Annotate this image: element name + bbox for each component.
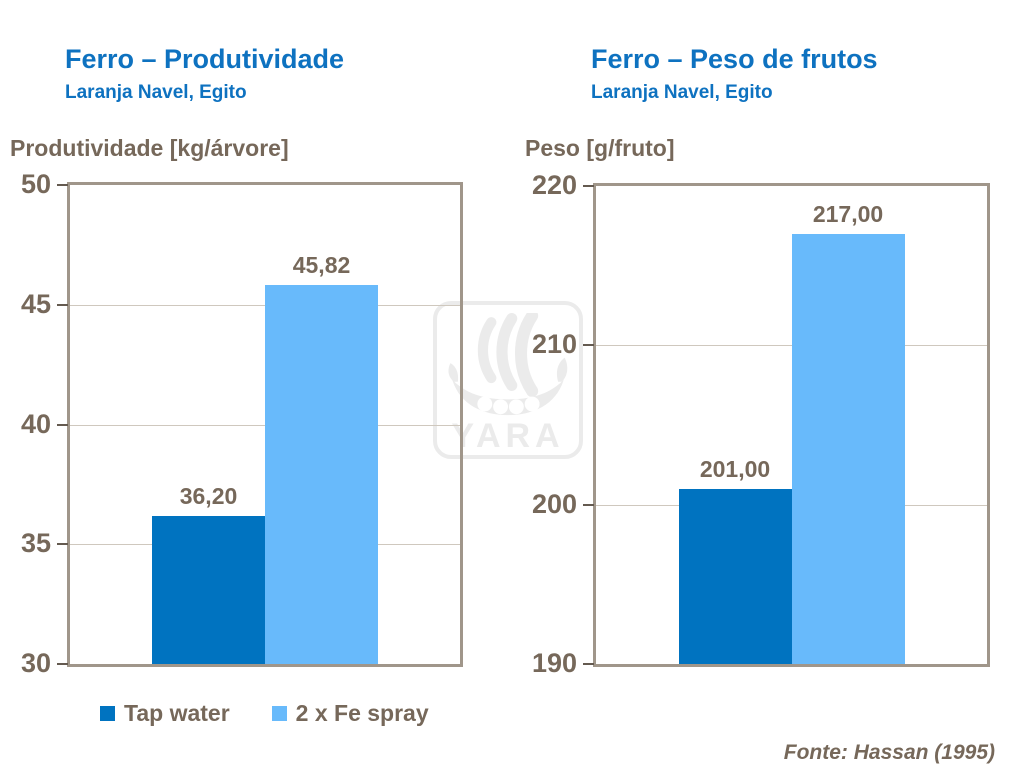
source-note: Fonte: Hassan (1995)	[783, 741, 995, 764]
y-tick-label: 30	[20, 647, 51, 678]
bar-rect: 45,82	[265, 254, 378, 664]
y-tick	[57, 543, 68, 546]
chart-title: Ferro – Produtividade	[65, 44, 345, 74]
y-tick-label: 40	[20, 408, 51, 439]
bars-group: 36,20 45,82	[70, 185, 460, 664]
gridline	[596, 504, 987, 506]
legend-label: Tap water	[124, 699, 230, 726]
chart-subtitle: Laranja Navel, Egito	[65, 82, 247, 103]
y-tick-label: 45	[20, 288, 51, 319]
y-axis-title: Produtividade [kg/árvore]	[10, 135, 289, 161]
plot-area-produtividade: 50 45 40 35 30 36,20 45,82	[21, 170, 463, 676]
viking-ship-icon	[448, 313, 568, 416]
legend-swatch-icon	[271, 705, 287, 721]
plot-area-peso: 220 210 200 190 201,00 217,00	[532, 171, 990, 676]
watermark-text: YARA	[451, 417, 565, 455]
bar-value-label: 217,00	[812, 200, 884, 227]
legend-swatch-icon	[100, 705, 115, 721]
y-tick-label: 50	[20, 168, 51, 199]
bar-tap-water: 36,20	[152, 185, 265, 664]
gridline	[596, 345, 987, 347]
bar-rect: 36,20	[152, 484, 265, 664]
y-tick	[57, 423, 68, 426]
y-tick-label: 35	[20, 528, 51, 559]
legend: Tap water 2 x Fe spray	[100, 699, 429, 727]
y-tick	[57, 663, 68, 665]
gridline	[70, 304, 460, 306]
bar-rect: 217,00	[791, 202, 905, 664]
y-tick-label: 220	[531, 169, 577, 200]
y-tick	[583, 344, 594, 347]
y-tick	[583, 503, 594, 506]
yara-logo-watermark: YARA	[433, 301, 583, 459]
bar-value-label: 36,20	[179, 482, 238, 509]
bar-tap-water: 201,00	[678, 186, 792, 664]
bar-value-label: 201,00	[699, 455, 771, 482]
chart-title: Ferro – Peso de frutos	[591, 44, 878, 74]
y-tick	[583, 185, 594, 187]
y-tick	[57, 184, 68, 186]
legend-item-tap-water: Tap water	[100, 699, 230, 726]
bar-value-label: 45,82	[292, 252, 351, 279]
bar-2-x-fe-spray: 217,00	[791, 186, 905, 664]
chart-subtitle: Laranja Navel, Egito	[591, 82, 773, 103]
gridline	[70, 424, 460, 426]
bar-2-x-fe-spray: 45,82	[265, 185, 378, 664]
y-tick-label: 200	[531, 488, 577, 519]
legend-item-2-x-fe-spray: 2 x Fe spray	[271, 699, 429, 726]
bar-rect: 201,00	[678, 457, 792, 664]
y-tick-label: 190	[531, 647, 577, 678]
y-tick	[583, 663, 594, 665]
y-axis-title: Peso [g/fruto]	[525, 135, 675, 161]
legend-label: 2 x Fe spray	[295, 699, 429, 726]
y-tick	[57, 303, 68, 306]
gridline	[70, 544, 460, 546]
bars-group: 201,00 217,00	[596, 186, 987, 664]
